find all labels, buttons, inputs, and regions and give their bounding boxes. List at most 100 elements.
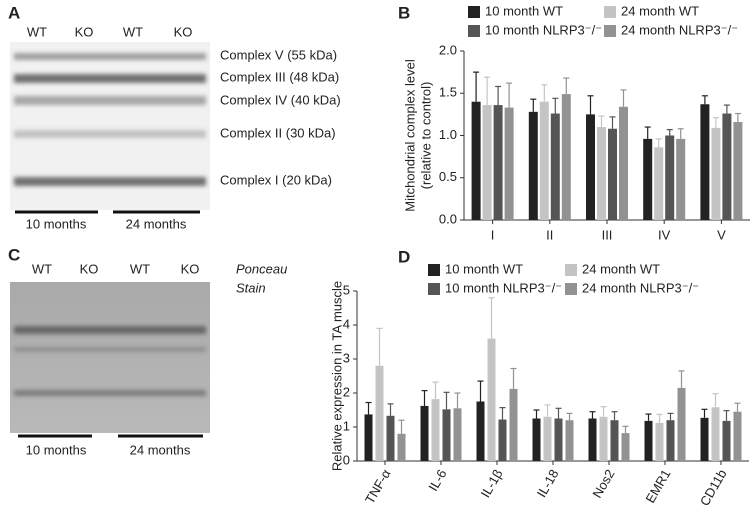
band-label: Complex I (20 kDa)	[220, 172, 332, 187]
bar	[597, 127, 606, 220]
bar	[364, 414, 373, 461]
y-tick-label: 1.0	[439, 127, 457, 142]
y-tick-label: 0.5	[439, 169, 457, 184]
y-tick-label: 0.0	[439, 211, 457, 226]
legend-label: 24 month NLRP3⁻/⁻	[621, 22, 738, 37]
bar	[431, 399, 440, 461]
bar	[493, 105, 503, 220]
bar	[539, 101, 549, 220]
bar	[586, 114, 595, 220]
legend-swatch	[604, 25, 616, 37]
x-tick-label: III	[602, 227, 613, 242]
bar	[543, 416, 552, 461]
x-tick-label: EMR1	[643, 467, 674, 506]
lane-label: KO	[174, 24, 193, 39]
bar	[565, 420, 574, 461]
bar	[700, 417, 709, 461]
legend-label: 10 month NLRP3⁻/⁻	[445, 280, 562, 295]
bar	[610, 420, 619, 461]
group-label: 24 months	[126, 216, 187, 231]
legend-swatch	[604, 6, 616, 18]
lane-label: WT	[123, 24, 143, 39]
bar	[665, 135, 675, 220]
lane-label: WT	[32, 261, 52, 276]
bar	[700, 104, 710, 220]
bar	[619, 106, 628, 220]
group-label: 10 months	[26, 216, 87, 231]
band-label: Complex II (30 kDa)	[220, 125, 336, 140]
bar	[476, 401, 485, 461]
y-tick-label: 5	[343, 282, 350, 297]
bar	[711, 407, 720, 461]
legend-swatch	[565, 283, 577, 295]
bar	[722, 113, 732, 220]
band-label: Complex V (55 kDa)	[220, 47, 337, 62]
x-tick-label: CD11b	[697, 467, 730, 509]
panel-label: A	[8, 3, 20, 22]
bar	[397, 433, 406, 461]
lane-label: KO	[75, 24, 94, 39]
panel-label: D	[398, 247, 410, 266]
bar	[599, 416, 608, 461]
x-tick-label: IL-6	[425, 467, 449, 494]
legend-swatch	[428, 264, 440, 276]
bar	[677, 387, 686, 461]
bar	[561, 94, 571, 220]
x-tick-label: II	[546, 227, 553, 242]
bar	[504, 107, 514, 220]
y-tick-label: 1.5	[439, 85, 457, 100]
legend-label: 24 month WT	[621, 3, 699, 18]
bar	[676, 138, 686, 220]
bar	[722, 420, 731, 461]
lane-label: WT	[130, 261, 150, 276]
legend-label: 10 month WT	[445, 261, 523, 276]
bar	[733, 411, 742, 461]
bar	[644, 420, 653, 461]
group-label: 24 months	[130, 442, 191, 457]
x-tick-label: IV	[658, 227, 671, 242]
group-label: 10 months	[26, 442, 87, 457]
bar	[528, 111, 538, 220]
legend-label: 24 month NLRP3⁻/⁻	[582, 280, 699, 295]
legend-label: 24 month WT	[582, 261, 660, 276]
y-tick-label: 4	[343, 316, 350, 331]
bar	[420, 405, 429, 461]
bar	[375, 365, 384, 461]
bar	[554, 418, 563, 461]
bar	[666, 420, 675, 461]
legend-label: 10 month NLRP3⁻/⁻	[485, 22, 602, 37]
y-tick-label: 2	[343, 384, 350, 399]
stain-label: Stain	[236, 280, 266, 295]
legend-swatch	[428, 283, 440, 295]
y-tick-label: 1	[343, 418, 350, 433]
bar	[482, 105, 492, 220]
bar	[621, 433, 630, 461]
lane-label: KO	[80, 261, 99, 276]
y-tick-label: 2.0	[439, 42, 457, 57]
y-tick-label: 3	[343, 350, 350, 365]
x-tick-label: Nos2	[589, 467, 617, 501]
legend-swatch	[565, 264, 577, 276]
bar	[532, 418, 541, 461]
bar	[655, 422, 664, 461]
y-axis-label: Mitchondrial complex level	[402, 59, 417, 212]
bar	[453, 408, 462, 461]
bar	[608, 128, 617, 220]
x-tick-label: TNF-α	[362, 466, 394, 506]
band-label: Complex IV (40 kDa)	[220, 92, 341, 107]
x-tick-label: I	[491, 227, 495, 242]
y-axis-label: (relative to control)	[418, 82, 433, 190]
bar	[386, 415, 395, 461]
bar	[643, 138, 653, 220]
x-tick-label: V	[717, 227, 726, 242]
y-tick-label: 0	[343, 452, 350, 467]
lane-label: KO	[181, 261, 200, 276]
panel-label: C	[8, 245, 20, 264]
lane-label: WT	[27, 24, 47, 39]
bar	[471, 101, 481, 220]
bar	[550, 113, 560, 220]
bar	[733, 121, 743, 220]
legend-swatch	[468, 6, 480, 18]
bar	[509, 388, 518, 461]
